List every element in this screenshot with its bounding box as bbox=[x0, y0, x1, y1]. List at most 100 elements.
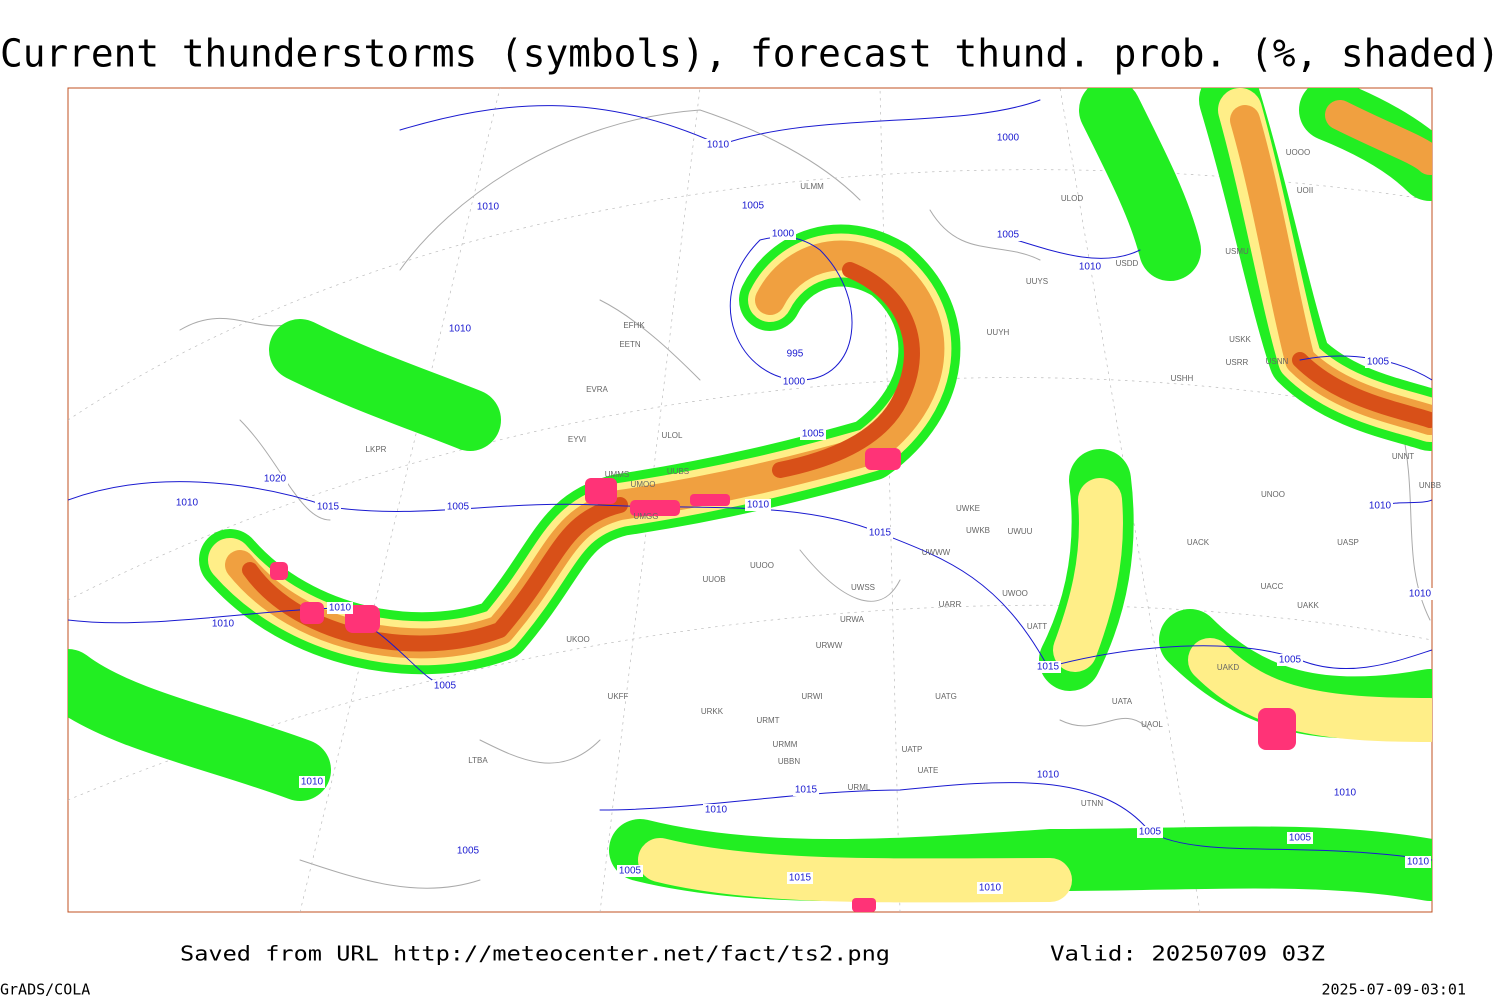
isobar-label: 1005 bbox=[742, 201, 765, 212]
station-code: UUOO bbox=[750, 561, 774, 570]
isobar-label: 1005 bbox=[619, 866, 642, 877]
isobar-label: 1010 bbox=[979, 883, 1002, 894]
station-code: UATP bbox=[902, 745, 923, 754]
station-code: URKK bbox=[701, 707, 724, 716]
isobar-label: 1005 bbox=[457, 846, 480, 857]
station-code: UAKD bbox=[1217, 663, 1239, 672]
isobar-label: 1015 bbox=[869, 528, 892, 539]
station-code: URWA bbox=[840, 615, 865, 624]
isobar-label: 1005 bbox=[802, 429, 825, 440]
source-url: Saved from URL http://meteocenter.net/fa… bbox=[180, 942, 890, 966]
station-code: UWKE bbox=[956, 504, 980, 513]
station-code: UACK bbox=[1187, 538, 1210, 547]
station-code: URWI bbox=[801, 692, 822, 701]
isobar-label: 1005 bbox=[1139, 827, 1162, 838]
isobar-label-bg bbox=[995, 132, 1021, 144]
isobar-label-bg bbox=[781, 376, 807, 388]
isobar-label: 1010 bbox=[449, 324, 472, 335]
station-code: UMOO bbox=[631, 480, 656, 489]
station-code: UWUU bbox=[1008, 527, 1033, 536]
station-code: UKFF bbox=[608, 692, 629, 701]
station-code: USKK bbox=[1229, 335, 1251, 344]
station-code: EVRA bbox=[586, 385, 608, 394]
station-code: UATT bbox=[1027, 622, 1047, 631]
isobar-label-bg bbox=[1287, 832, 1313, 844]
isobar-label-bg bbox=[315, 501, 341, 513]
station-code: UOII bbox=[1297, 186, 1313, 195]
isobar-label-bg bbox=[1367, 500, 1393, 512]
station-code: UACC bbox=[1261, 582, 1284, 591]
isobar-label: 1000 bbox=[997, 133, 1020, 144]
isobar-label: 1010 bbox=[301, 777, 324, 788]
station-code: UUBS bbox=[667, 467, 689, 476]
station-code: UWSS bbox=[851, 583, 875, 592]
station-code: UUYH bbox=[987, 328, 1010, 337]
isobar-label-bg bbox=[210, 618, 236, 630]
isobar-label: 1010 bbox=[212, 619, 235, 630]
isobar-label: 1010 bbox=[176, 498, 199, 509]
isobar-label: 1015 bbox=[789, 873, 812, 884]
station-code: URMT bbox=[756, 716, 779, 725]
station-code: ULOL bbox=[662, 431, 683, 440]
station-code: UAKK bbox=[1297, 601, 1319, 610]
station-code: URML bbox=[848, 783, 871, 792]
isobar-label-bg bbox=[1035, 661, 1061, 673]
isobar-label-bg bbox=[782, 348, 808, 360]
isobar-label-bg bbox=[475, 201, 501, 213]
map-labels: 1010 1000 1010 1005 1000 1005 1010 1010 995 1000 1… bbox=[174, 132, 1441, 894]
isobar-label-bg bbox=[740, 200, 766, 212]
station-code: UATE bbox=[918, 766, 939, 775]
thunderstorm-probability-shading bbox=[68, 88, 1432, 903]
isobar-label-bg bbox=[703, 804, 729, 816]
isobar-label-bg bbox=[262, 473, 288, 485]
station-code: EETN bbox=[619, 340, 641, 349]
station-code: UATA bbox=[1112, 697, 1133, 706]
isobar-label: 1005 bbox=[997, 230, 1020, 241]
isobar-label-bg bbox=[327, 602, 353, 614]
station-code: LTBA bbox=[468, 756, 488, 765]
isobar-label-bg bbox=[800, 428, 826, 440]
station-code: UWOO bbox=[1002, 589, 1028, 598]
station-code: UNOO bbox=[1261, 490, 1285, 499]
isobar-label: 1010 bbox=[747, 500, 770, 511]
station-code: ULMM bbox=[800, 182, 824, 191]
isobar-label: 1015 bbox=[1037, 662, 1060, 673]
isobar-label: 1005 bbox=[434, 681, 457, 692]
isobar-label-bg bbox=[705, 139, 731, 151]
station-code: URWW bbox=[816, 641, 843, 650]
station-code: USDD bbox=[1116, 259, 1139, 268]
isobar-label-bg bbox=[299, 776, 325, 788]
station-code: UUYS bbox=[1026, 277, 1048, 286]
isobar-label: 1000 bbox=[783, 377, 806, 388]
station-code: USRR bbox=[1226, 358, 1249, 367]
isobar-label-bg bbox=[770, 228, 796, 240]
station-code: USMU bbox=[1225, 247, 1249, 256]
station-code: ULOD bbox=[1061, 194, 1083, 203]
isobar-label: 1010 bbox=[1334, 788, 1357, 799]
isobar-label-bg bbox=[793, 784, 819, 796]
isobar-label-bg bbox=[455, 845, 481, 857]
isobar-label-bg bbox=[1077, 261, 1103, 273]
isobar-label: 1010 bbox=[1079, 262, 1102, 273]
map-content bbox=[68, 88, 1432, 912]
isobar-label-bg bbox=[447, 323, 473, 335]
station-code: UAOL bbox=[1141, 720, 1163, 729]
station-code: UKOO bbox=[566, 635, 590, 644]
map: 1010 1000 1010 1005 1000 1005 1010 1010 995 1000 1… bbox=[67, 87, 1441, 913]
isobar-label-bg bbox=[1277, 654, 1303, 666]
isobar-label: 995 bbox=[787, 349, 804, 360]
isobar-label: 1010 bbox=[1037, 770, 1060, 781]
isobar-label: 1005 bbox=[1289, 833, 1312, 844]
isobar-label-bg bbox=[1137, 826, 1163, 838]
station-code: UARR bbox=[939, 600, 962, 609]
isobar-label: 1010 bbox=[707, 140, 730, 151]
isobar-label-bg bbox=[745, 499, 771, 511]
isobar-label-bg bbox=[174, 497, 200, 509]
station-code: EFHK bbox=[623, 321, 645, 330]
station-code: UNBB bbox=[1419, 481, 1441, 490]
isobar-label-bg bbox=[787, 872, 813, 884]
isobar-label: 1015 bbox=[795, 785, 818, 796]
isobar-label: 1005 bbox=[1279, 655, 1302, 666]
isobar-label: 1010 bbox=[1407, 857, 1430, 868]
isobar-label: 1020 bbox=[264, 474, 287, 485]
